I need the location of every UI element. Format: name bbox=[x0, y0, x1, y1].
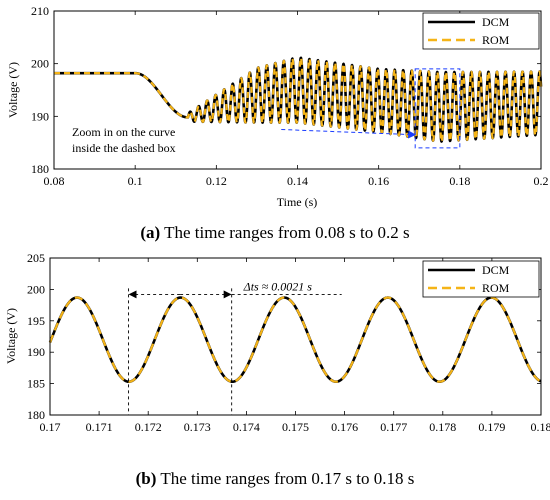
panel-a-x-tick-label-2: 0.12 bbox=[206, 174, 227, 188]
panel-a-caption-text: The time ranges from 0.08 s to 0.2 s bbox=[164, 223, 410, 242]
panel-b-y-ticks: 180 185 190 195 200 205 bbox=[27, 251, 541, 422]
panel-b-y-tick-label-4: 200 bbox=[27, 282, 45, 296]
panel-b-x-tick-label-9: 0.179 bbox=[478, 420, 505, 434]
panel-b-x-tick-label-8: 0.178 bbox=[429, 420, 456, 434]
panel-b-rom-line bbox=[48, 296, 542, 383]
panel-a-legend: DCM ROM bbox=[422, 12, 540, 50]
panel-b-delta-label: Δts ≈ 0.0021 s bbox=[243, 279, 313, 293]
panel-a-y-tick-label-2: 200 bbox=[31, 57, 49, 71]
panel-a-x-tick-label-5: 0.18 bbox=[449, 174, 470, 188]
panel-a-y-tick-label-0: 180 bbox=[31, 162, 49, 176]
panel-b-x-tick-label-2: 0.172 bbox=[135, 420, 162, 434]
panel-a-zoom-box bbox=[414, 68, 461, 149]
panel-b-caption-text: The time ranges from 0.17 s to 0.18 s bbox=[160, 469, 415, 488]
panel-b-chart: 0.17 0.171 0.172 0.173 0.174 0.175 0.176 0.177 0… bbox=[4, 251, 550, 434]
panel-b-x-tick-label-4: 0.174 bbox=[233, 420, 260, 434]
panel-b-legend-dcm-label: DCM bbox=[482, 263, 510, 277]
panel-a-legend-box bbox=[422, 12, 540, 50]
panel-b-x-ticks: 0.17 0.171 0.172 0.173 0.174 0.175 0.176 0.177 0… bbox=[40, 258, 550, 434]
panel-b-x-tick-label-7: 0.177 bbox=[380, 420, 407, 434]
panel-a-caption: (a) The time ranges from 0.08 s to 0.2 s bbox=[0, 223, 550, 243]
panel-b-y-tick-label-5: 205 bbox=[27, 251, 45, 265]
panel-a-chart: 0.08 0.1 0.12 0.14 0.16 0.18 0.2 180190200210 … bbox=[6, 4, 549, 209]
panel-b-x-tick-label-5: 0.175 bbox=[282, 420, 309, 434]
panel-a-y-tick-label-3: 210 bbox=[31, 4, 49, 18]
panel-a-annotation-line1: Zoom in on the curve bbox=[72, 125, 175, 139]
panel-b-y-tick-label-0: 180 bbox=[27, 408, 45, 422]
panel-a-annotation-line2: inside the dashed box bbox=[72, 141, 176, 155]
panel-b-y-tick-label-1: 185 bbox=[27, 377, 45, 391]
panel-b-dcm-line bbox=[48, 296, 542, 384]
panel-b-legend: DCM ROM bbox=[422, 260, 540, 298]
panel-b-legend-rom-label: ROM bbox=[482, 281, 510, 295]
panel-b-x-tick-label-6: 0.176 bbox=[331, 420, 358, 434]
panel-a-plot-area bbox=[52, 56, 543, 143]
panel-a-x-tick-label-3: 0.14 bbox=[287, 174, 308, 188]
panel-b-y-axis-label: Voltage (V) bbox=[4, 308, 18, 364]
panel-a-x-tick-label-6: 0.2 bbox=[534, 174, 549, 188]
panel-b-plot-area bbox=[48, 296, 542, 384]
panel-a-annotation-arrow bbox=[281, 129, 417, 139]
panel-b-caption-label: (b) bbox=[135, 469, 157, 488]
panel-a-y-ticks: 180 190 200 210 bbox=[31, 4, 541, 176]
panel-b-y-tick-label-2: 190 bbox=[27, 345, 45, 359]
panel-b-y-tick-label-3: 195 bbox=[27, 314, 45, 328]
panel-a-legend-rom-label: ROM bbox=[482, 33, 510, 47]
panel-a-caption-label: (a) bbox=[140, 223, 161, 242]
panel-b-caption: (b) The time ranges from 0.17 s to 0.18 … bbox=[0, 469, 550, 489]
panel-a-legend-dcm-label: DCM bbox=[482, 15, 510, 29]
panel-a-x-tick-label-4: 0.16 bbox=[368, 174, 389, 188]
panel-b-x-tick-label-10: 0.18 bbox=[531, 420, 550, 434]
panel-a-y-tick-label-1: 190 bbox=[31, 109, 49, 123]
panel-a-y-axis-label: Voltage (V) bbox=[6, 62, 20, 118]
panel-b-x-tick-label-0: 0.17 bbox=[40, 420, 61, 434]
panel-a-x-tick-label-1: 0.1 bbox=[128, 174, 143, 188]
panel-a-x-axis-label: Time (s) bbox=[277, 195, 318, 209]
panel-b-x-tick-label-1: 0.171 bbox=[86, 420, 113, 434]
panel-a-x-tick-label-0: 0.08 bbox=[44, 174, 65, 188]
panel-a-rom-line bbox=[53, 56, 543, 143]
panel-b-x-tick-label-3: 0.173 bbox=[184, 420, 211, 434]
panel-b-legend-box bbox=[422, 260, 540, 298]
